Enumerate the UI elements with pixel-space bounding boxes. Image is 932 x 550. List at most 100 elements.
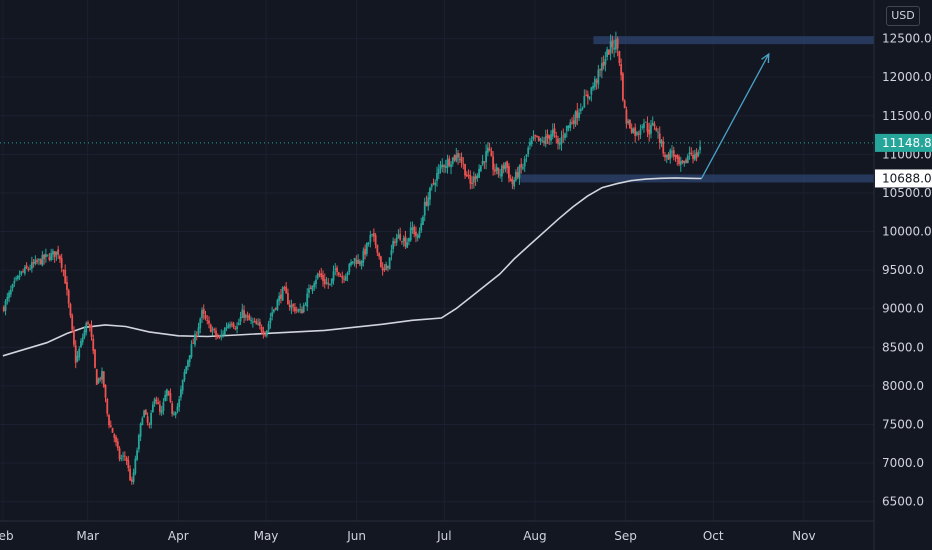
- candle-body: [11, 284, 14, 289]
- candle-body: [232, 323, 235, 328]
- candle-body: [229, 324, 231, 327]
- candle-body: [697, 152, 700, 156]
- candle-body: [565, 125, 568, 132]
- candle-body: [607, 49, 610, 55]
- candle-body: [609, 41, 612, 53]
- candle-body: [62, 269, 65, 271]
- candle-body: [651, 122, 654, 126]
- candle-body: [269, 317, 272, 324]
- candle-body: [588, 96, 591, 99]
- candle-body: [67, 290, 70, 304]
- candle-body: [122, 455, 124, 457]
- candle-body: [9, 289, 12, 295]
- time-tick-label: Jun: [346, 529, 366, 543]
- candle-body: [437, 168, 440, 174]
- candle-body: [213, 328, 216, 331]
- candle-body: [223, 328, 226, 335]
- candle-body: [369, 235, 372, 243]
- candle-body: [664, 154, 666, 158]
- candle-body: [444, 165, 447, 168]
- candle-body: [569, 122, 572, 129]
- candle-body: [318, 274, 321, 276]
- candle-body: [276, 300, 279, 311]
- arrow-shaft[interactable]: [700, 53, 770, 179]
- candle-body: [44, 254, 47, 258]
- candle-body: [413, 226, 416, 235]
- projection-arrow[interactable]: [700, 52, 770, 179]
- candle-body: [139, 423, 142, 437]
- candle-body: [290, 305, 293, 309]
- candle-body: [450, 164, 452, 168]
- candle-body: [15, 278, 17, 280]
- candle-body: [102, 371, 105, 387]
- candle-body: [490, 150, 493, 157]
- candle-body: [43, 254, 46, 259]
- time-tick-label: Mar: [76, 529, 99, 543]
- candle-body: [399, 233, 402, 240]
- candle-body: [351, 261, 354, 264]
- candle-body: [167, 390, 170, 395]
- time-axis[interactable]: Feb Mar Apr May Jun Jul Aug Sep Oct Nov: [0, 529, 816, 543]
- candle-body: [423, 202, 426, 216]
- candle-body: [260, 326, 263, 332]
- candle-body: [395, 237, 398, 243]
- candle-body: [199, 318, 202, 329]
- candle-body: [365, 243, 368, 254]
- candle-body: [71, 315, 74, 330]
- candle-body: [579, 109, 582, 112]
- candle-body: [578, 112, 580, 118]
- candle-body: [558, 142, 561, 145]
- candle-body: [292, 304, 295, 307]
- candle-body: [416, 235, 419, 239]
- candle-body: [151, 404, 154, 413]
- candle-body: [153, 398, 156, 404]
- candle-body: [362, 250, 365, 263]
- currency-button[interactable]: USD: [886, 6, 920, 26]
- candle-body: [327, 282, 330, 285]
- candle-body: [534, 135, 537, 137]
- price-tick-label: 9500.0: [882, 263, 924, 277]
- candle-body: [550, 134, 552, 141]
- price-tick-label: 12000.0: [882, 70, 932, 84]
- candle-body: [636, 132, 638, 135]
- candle-body: [230, 323, 233, 325]
- resistance-zone[interactable]: [593, 36, 874, 45]
- candle-body: [158, 404, 161, 412]
- candle-body: [401, 241, 403, 243]
- candle-body: [8, 292, 10, 299]
- candle-body: [586, 94, 589, 98]
- candle-body: [525, 154, 528, 157]
- price-tick-label: 12500.0: [882, 32, 932, 46]
- candle-body: [434, 182, 437, 186]
- candle-body: [374, 235, 377, 245]
- candle-body: [325, 282, 328, 284]
- candle-body: [13, 281, 16, 284]
- candle-body: [55, 251, 58, 256]
- time-tick-label: Feb: [0, 529, 14, 543]
- candle-body: [227, 324, 230, 329]
- candle-body: [599, 69, 602, 71]
- candle-body: [272, 309, 275, 312]
- candle-body: [343, 278, 345, 280]
- candle-body: [32, 262, 35, 264]
- candle-body: [136, 450, 138, 460]
- candle-body: [253, 320, 256, 322]
- candle-body: [141, 418, 144, 426]
- time-tick-label: Nov: [792, 529, 815, 543]
- candle-body: [329, 283, 331, 285]
- candle-body: [388, 257, 391, 270]
- candle-body: [427, 197, 430, 207]
- candle-body: [606, 49, 609, 58]
- candle-body: [639, 129, 642, 135]
- price-tick-label: 8500.0: [882, 340, 924, 354]
- candle-body: [313, 283, 316, 287]
- candle-body: [518, 166, 521, 179]
- candle-body: [551, 129, 554, 137]
- arrow-head[interactable]: [761, 52, 770, 64]
- candle-body: [469, 175, 472, 184]
- candle-body: [593, 78, 596, 88]
- candle-body: [94, 349, 96, 368]
- candle-body: [41, 255, 44, 266]
- candle-body: [281, 287, 284, 301]
